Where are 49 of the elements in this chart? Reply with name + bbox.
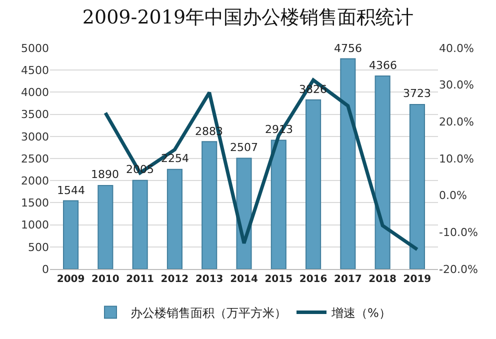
y-tick-label: 3500	[21, 108, 49, 122]
data-label: 1544	[57, 184, 85, 197]
y-tick-label: 2500	[21, 152, 49, 166]
bar	[409, 104, 425, 269]
legend-label: 办公楼销售面积（万平方米）	[130, 306, 286, 320]
y-tick-label: 1000	[21, 218, 49, 232]
y2-tick-label: 20.0%	[439, 116, 474, 129]
bar	[132, 180, 148, 269]
y2-tick-label: 0.0%	[439, 189, 467, 202]
y-tick-label: 5000	[21, 42, 49, 55]
data-label: 4366	[369, 59, 397, 72]
y2-tick-label: 30.0%	[439, 78, 474, 92]
x-tick-label: 2017	[334, 274, 362, 285]
bar	[340, 58, 356, 269]
bar	[63, 200, 79, 269]
data-label: 2507	[230, 141, 258, 154]
y-tick-label: 4000	[21, 86, 49, 100]
x-tick-label: 2011	[126, 274, 154, 285]
x-tick-label: 2015	[264, 274, 293, 285]
x-tick-label: 2010	[92, 274, 120, 285]
x-tick-label: 2019	[403, 274, 432, 285]
chart-title: 2009-2019年中国办公楼销售面积统计	[82, 6, 414, 28]
y2-tick-label: 10.0%	[439, 152, 474, 166]
y-tick-label: 500	[28, 240, 49, 254]
x-tick-label: 2013	[195, 274, 224, 285]
y2-tick-label: 40.0%	[439, 42, 474, 55]
y-tick-label: 2000	[21, 174, 49, 188]
x-tick-label: 2016	[299, 274, 328, 285]
x-tick-label: 2009	[56, 274, 85, 285]
y-tick-label: 0	[42, 262, 49, 276]
y-tick-label: 1500	[21, 196, 49, 210]
bar	[166, 168, 182, 269]
y2-tick-label: -10.0%	[439, 226, 478, 240]
y-tick-label: 4500	[21, 64, 49, 77]
y2-tick-label: -20.0%	[439, 262, 478, 276]
bar	[306, 99, 322, 269]
data-label: 2254	[161, 152, 189, 165]
bar	[374, 76, 390, 269]
data-label: 1890	[91, 168, 119, 181]
bar	[98, 184, 114, 269]
bar	[270, 140, 286, 269]
legend-label: 增速（%）	[330, 306, 391, 320]
data-label: 3723	[403, 87, 431, 100]
y-tick-label: 3000	[21, 130, 49, 144]
x-tick-label: 2014	[230, 274, 258, 285]
x-tick-label: 2012	[160, 274, 189, 285]
x-tick-label: 2018	[368, 274, 397, 285]
data-label: 4756	[334, 42, 362, 55]
bar	[202, 141, 218, 269]
